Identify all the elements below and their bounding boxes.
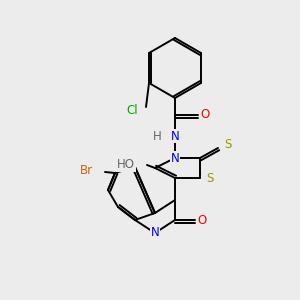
- Text: Cl: Cl: [126, 103, 138, 116]
- Text: S: S: [206, 172, 214, 184]
- Text: O: O: [197, 214, 207, 226]
- Text: N: N: [151, 226, 159, 239]
- Text: O: O: [200, 109, 210, 122]
- Text: HO: HO: [117, 158, 135, 172]
- Text: H: H: [153, 130, 161, 142]
- Text: N: N: [171, 152, 179, 164]
- Text: N: N: [171, 130, 179, 142]
- Text: S: S: [224, 139, 232, 152]
- Text: Br: Br: [80, 164, 93, 176]
